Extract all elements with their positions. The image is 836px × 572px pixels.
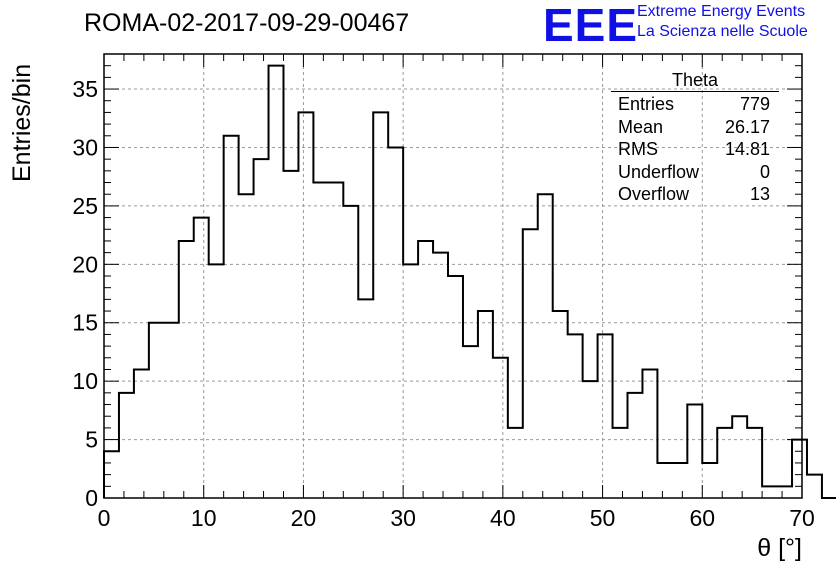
stats-row-mean: Mean 26.17	[611, 116, 779, 139]
histogram-line	[103, 64, 836, 499]
stats-value: 26.17	[724, 116, 770, 137]
y-tick-label: 0	[85, 485, 98, 511]
stats-value: 779	[739, 94, 770, 114]
x-axis-label: θ [°]	[757, 534, 802, 562]
chart-title: ROMA-02-2017-09-29-00467	[84, 9, 410, 37]
y-tick-label: 20	[72, 251, 98, 277]
x-tick-label: 60	[689, 505, 715, 531]
x-tick-label: 0	[98, 505, 111, 531]
stats-row-overflow: Overflow 13	[611, 183, 779, 206]
stats-row-underflow: Underflow 0	[611, 161, 779, 184]
x-tick-label: 30	[390, 505, 416, 531]
y-tick-label: 35	[72, 76, 98, 102]
stats-label: Mean	[618, 116, 664, 137]
y-axis-label: Entries/bin	[8, 63, 36, 182]
stats-box-title: Theta	[611, 70, 779, 92]
stats-value: 0	[759, 161, 770, 182]
x-tick-label: 50	[590, 505, 616, 531]
x-tick-label: 20	[291, 505, 317, 531]
y-tick-label: 5	[85, 427, 98, 453]
stats-label: RMS	[618, 139, 658, 160]
stats-row-rms: RMS 14.81	[611, 138, 779, 161]
x-tick-label: 70	[789, 505, 815, 531]
stats-value: 13	[749, 184, 770, 205]
eee-logo: EEE	[543, 0, 639, 51]
stats-row-entries: Entries 779	[611, 93, 779, 116]
y-tick-label: 10	[72, 368, 98, 394]
x-tick-label: 40	[490, 505, 516, 531]
x-tick-label: 10	[191, 505, 217, 531]
stats-value: 14.81	[724, 139, 770, 160]
stats-label: Entries	[618, 94, 675, 114]
stats-box: Theta Entries 779 Mean 26.17 RMS 14.81 U…	[611, 70, 779, 206]
stats-label: Overflow	[618, 184, 690, 205]
stats-label: Underflow	[618, 161, 700, 182]
y-tick-label: 30	[72, 134, 98, 160]
logo-line-2: La Scienza nelle Scuole	[637, 23, 808, 40]
y-tick-label: 25	[72, 193, 98, 219]
logo-line-1: Extreme Energy Events	[637, 3, 806, 20]
y-tick-label: 15	[72, 310, 98, 336]
